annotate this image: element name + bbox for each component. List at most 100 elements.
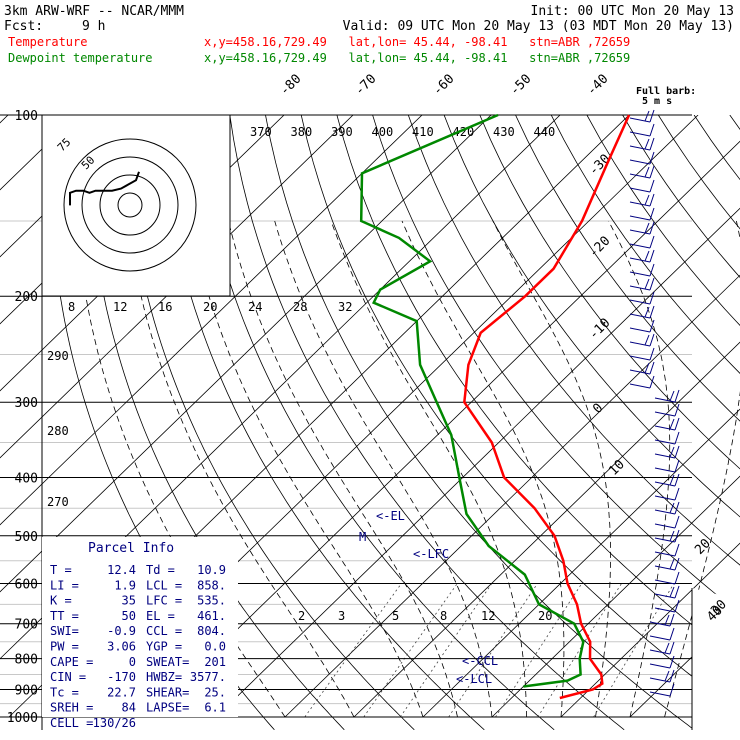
parcel-key: CELL = bbox=[50, 716, 93, 730]
wind-barb-flag bbox=[674, 431, 680, 445]
wind-barb-flag bbox=[649, 235, 655, 249]
wind-barb-flag bbox=[649, 179, 655, 193]
wind-barb-staff bbox=[629, 117, 651, 123]
mixing-ratio-bottom-label: 2 bbox=[298, 609, 305, 623]
isotherm-line bbox=[560, 115, 740, 718]
wind-barb-staff bbox=[654, 481, 676, 487]
wind-barb-flag bbox=[649, 333, 655, 347]
wind-barb bbox=[629, 319, 655, 333]
hodograph-frame bbox=[41, 114, 231, 297]
wind-barb bbox=[629, 291, 655, 305]
wind-barb-staff bbox=[629, 201, 651, 207]
wind-barb-flag bbox=[649, 109, 655, 123]
wind-barb bbox=[629, 277, 655, 291]
isotherm-line bbox=[0, 115, 492, 718]
moist-adiabat-line bbox=[274, 220, 493, 718]
wind-barb-staff bbox=[629, 383, 651, 389]
wind-barb bbox=[654, 459, 680, 473]
dry-adiabat-line bbox=[193, 115, 555, 730]
lfc-annotation: <-LFC bbox=[413, 547, 449, 561]
dry-adiabat-line bbox=[515, 115, 740, 730]
el-annotation: <-EL bbox=[376, 509, 405, 523]
temperature-line bbox=[463, 114, 631, 700]
wind-barb-staff bbox=[654, 397, 676, 403]
wind-barb bbox=[654, 585, 680, 599]
wind-barb bbox=[649, 641, 675, 655]
wind-barb-staff bbox=[629, 285, 651, 291]
pressure-tick-label: 500 bbox=[15, 530, 38, 545]
moist-adiabat-line bbox=[401, 220, 565, 718]
parcel-key: EL = bbox=[146, 609, 175, 623]
parcel-key: CCL = bbox=[146, 624, 182, 638]
wind-barb-flag bbox=[669, 641, 675, 655]
mixing-ratio-label: 24 bbox=[248, 300, 262, 314]
wind-barb-staff bbox=[654, 425, 676, 431]
dry-adiabat-line bbox=[729, 115, 740, 730]
isotherm-label: -70 bbox=[352, 72, 379, 99]
wind-barb-flag bbox=[649, 137, 655, 151]
wind-barb-staff bbox=[629, 215, 651, 221]
parcel-value: 22.7 bbox=[107, 685, 136, 699]
wind-barb-flag bbox=[669, 558, 675, 570]
sounding-series bbox=[359, 113, 631, 700]
dewpoint-location: x,y=458.16,729.49 lat,lon= 45.44, -98.41… bbox=[204, 51, 630, 65]
wind-barb-staff bbox=[654, 523, 676, 529]
isotherm-line bbox=[284, 115, 740, 718]
wind-barb-flag bbox=[669, 390, 675, 402]
isotherm-label: -40 bbox=[584, 72, 611, 99]
wind-barb bbox=[629, 249, 655, 263]
wind-barb-flag bbox=[649, 263, 655, 277]
isotherm-line bbox=[353, 115, 740, 718]
wind-barb-staff bbox=[629, 229, 651, 235]
moist-adiabat-line bbox=[189, 220, 424, 718]
isotherm-line bbox=[215, 115, 740, 718]
wind-barb-flag bbox=[674, 599, 680, 613]
moist-adiabat-line bbox=[126, 220, 355, 718]
wind-barb-staff bbox=[629, 327, 651, 333]
wind-barb-flag bbox=[649, 347, 655, 361]
wind-barb bbox=[629, 305, 655, 319]
isotherm-line bbox=[0, 115, 9, 718]
wind-barb-flag bbox=[674, 459, 680, 473]
mixing-ratio-line bbox=[304, 583, 402, 718]
theta-label: 370 bbox=[250, 125, 272, 139]
wind-barb-flag bbox=[674, 585, 680, 599]
parcel-value: 6.1 bbox=[204, 701, 226, 715]
wind-barb bbox=[654, 403, 680, 417]
dry-adiabat-line bbox=[229, 115, 625, 730]
wind-barb-flag bbox=[644, 194, 650, 206]
wind-barb bbox=[629, 179, 655, 193]
parcel-key: CIN = bbox=[50, 670, 86, 684]
isotherm-label: -20 bbox=[586, 234, 613, 261]
wind-barb-flag bbox=[649, 249, 655, 263]
isotherm-line bbox=[0, 115, 423, 718]
wind-barb-staff bbox=[649, 677, 671, 683]
isotherm-line bbox=[0, 115, 354, 718]
hodograph-ring bbox=[81, 156, 179, 254]
pressure-tick-label: 700 bbox=[15, 618, 38, 633]
hodograph-ring bbox=[63, 138, 197, 272]
mixing-ratio-bottom-label: 5 bbox=[392, 609, 399, 623]
dry-adiabat-line bbox=[586, 115, 740, 730]
wind-barb bbox=[629, 165, 655, 179]
wind-barb-staff bbox=[654, 565, 676, 571]
wind-barb-flag bbox=[674, 487, 680, 501]
hodograph-ring bbox=[99, 174, 161, 236]
mixing-ratio-label: 20 bbox=[203, 300, 217, 314]
wind-barb-staff bbox=[629, 187, 651, 193]
parcel-key: LAPSE= bbox=[146, 701, 189, 715]
isotherm-line bbox=[491, 115, 740, 718]
wind-barb-flag bbox=[674, 403, 680, 417]
wind-barb-flag bbox=[644, 362, 650, 374]
wind-barb-staff bbox=[649, 663, 671, 669]
wind-barb-flag bbox=[674, 445, 680, 459]
dry-adiabat-line bbox=[336, 115, 740, 730]
wind-barb-staff bbox=[629, 341, 651, 347]
wind-barb-staff bbox=[654, 411, 676, 417]
pressure-tick-label: 600 bbox=[15, 577, 38, 592]
mixing-ratio-label: 12 bbox=[113, 300, 127, 314]
dry-adiabat-line bbox=[479, 115, 740, 730]
parcel-value: 0 bbox=[129, 655, 136, 669]
parcel-value: -170 bbox=[107, 670, 136, 684]
